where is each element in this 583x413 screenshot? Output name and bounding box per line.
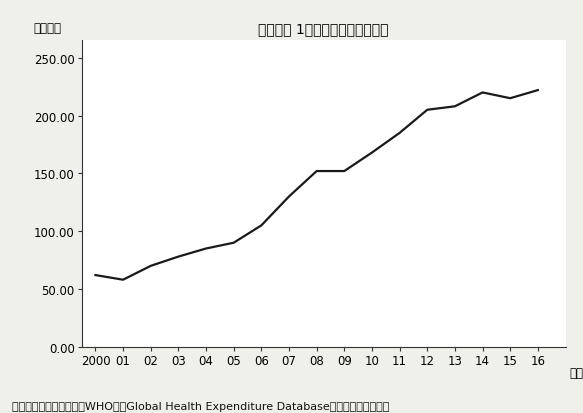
Title: 図　タイ 1人当たりの医療費支出: 図 タイ 1人当たりの医療費支出	[258, 22, 389, 36]
Text: （出所）世界保健機関（WHO）「Global Health Expenditure Database」よりジェトロ作成: （出所）世界保健機関（WHO）「Global Health Expenditur…	[12, 401, 389, 411]
Text: （ドル）: （ドル）	[33, 22, 61, 35]
Text: （年）: （年）	[570, 366, 583, 379]
